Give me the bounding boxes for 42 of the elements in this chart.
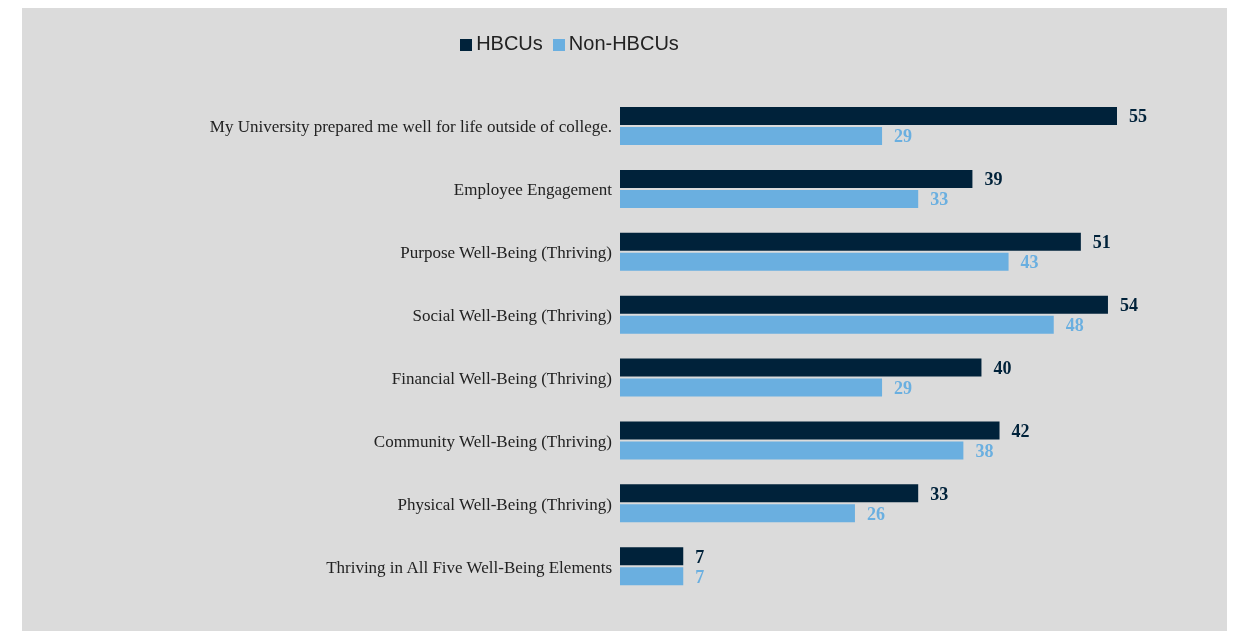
- bar: [620, 169, 973, 188]
- bar: [620, 484, 919, 503]
- bar: [620, 189, 919, 208]
- data-label: 33: [930, 189, 949, 210]
- data-label: 29: [894, 377, 913, 398]
- bar: [620, 547, 684, 566]
- y-tick-label: Purpose Well-Being (Thriving): [400, 243, 612, 263]
- data-label: 51: [1092, 232, 1111, 253]
- data-label: 40: [993, 357, 1012, 378]
- bar: [620, 107, 1117, 125]
- bar: [620, 232, 1081, 251]
- data-label: 7: [695, 566, 705, 587]
- data-label: 7: [695, 546, 705, 567]
- bar: [620, 421, 1000, 440]
- y-tick-label: Community Well-Being (Thriving): [373, 431, 612, 451]
- legend-label: HBCUs: [476, 32, 543, 54]
- y-tick-label: Thriving in All Five Well-Being Elements: [326, 557, 612, 577]
- y-tick-label: Employee Engagement: [453, 180, 613, 200]
- y-tick-label: Physical Well-Being (Thriving): [397, 494, 612, 514]
- data-label: 42: [1011, 420, 1030, 441]
- y-tick-label: Social Well-Being (Thriving): [412, 306, 612, 326]
- data-label: 29: [894, 126, 913, 147]
- bar: [620, 378, 883, 397]
- y-tick-label: Financial Well-Being (Thriving): [391, 368, 612, 388]
- legend-label: Non-HBCUs: [568, 32, 679, 54]
- data-label: 38: [975, 440, 994, 461]
- bar: [620, 315, 1054, 334]
- y-tick-label: My University prepared me well for life outside of college.: [209, 117, 612, 137]
- data-label: 54: [1119, 295, 1138, 316]
- bar: [620, 252, 1009, 271]
- data-label: 48: [1065, 315, 1084, 336]
- bar: [620, 358, 982, 377]
- data-label: 33: [930, 483, 949, 504]
- data-label: 39: [984, 169, 1003, 190]
- bar: [620, 441, 964, 460]
- data-label: 43: [1020, 252, 1039, 273]
- bar: [620, 567, 684, 586]
- bar: [620, 295, 1108, 314]
- bar: [620, 504, 855, 523]
- data-label: 26: [866, 503, 885, 524]
- data-label: 55: [1129, 106, 1147, 127]
- bar: [620, 127, 883, 145]
